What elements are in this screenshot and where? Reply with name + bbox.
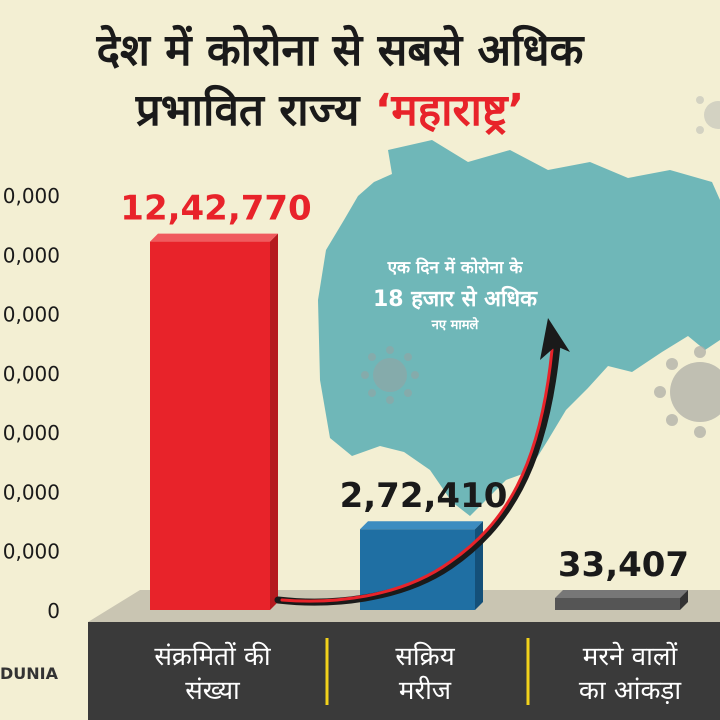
virus-icon <box>696 96 720 134</box>
y-tick-label: 0,000 <box>3 362 60 386</box>
bar-value-label: 33,407 <box>558 545 689 585</box>
bar <box>150 241 270 610</box>
bar-side <box>680 590 688 610</box>
bar-side <box>270 233 278 610</box>
category-label-line: संख्या <box>185 676 240 706</box>
chart-title-line1: देश में कोरोना से सबसे अधिक <box>96 25 584 76</box>
y-tick-label: 0,000 <box>3 480 60 504</box>
category-label-line: का आंकड़ा <box>578 676 682 706</box>
category-label: संक्रमितों की संख्या <box>115 640 310 708</box>
trend-arrow-highlight <box>280 348 554 603</box>
y-tick-label: 0,000 <box>3 243 60 267</box>
title-highlight: ‘महाराष्ट्र’ <box>374 85 525 136</box>
y-axis-ticks: 0 0,000 0,000 0,000 0,000 0,000 0,000 0,000 <box>3 184 60 623</box>
category-label-line: मरीज <box>398 676 452 706</box>
virus-icon <box>654 346 720 438</box>
category-label: मरने वालों का आंकड़ा <box>540 640 720 708</box>
bar-value-label: 12,42,770 <box>120 189 311 229</box>
bar-value-label: 2,72,410 <box>340 476 508 516</box>
y-tick-label: 0,000 <box>3 540 60 564</box>
title-prefix: प्रभावित राज्य <box>135 85 375 136</box>
y-tick-label: 0,000 <box>3 184 60 208</box>
y-tick-label: 0 <box>47 599 60 623</box>
bar-top <box>360 521 483 530</box>
bar-top <box>150 233 278 242</box>
category-label: सक्रिय मरीज <box>335 640 515 708</box>
bar-top <box>555 590 688 598</box>
bar <box>555 598 680 610</box>
category-band <box>88 622 720 720</box>
chart-title-line2: प्रभावित राज्य ‘महाराष्ट्र’ <box>0 78 690 138</box>
category-label-line: मरने वालों <box>582 642 678 672</box>
y-tick-label: 0,000 <box>3 421 60 445</box>
map-annotation-line1: एक दिन में कोरोना के <box>387 258 523 278</box>
arrow-head <box>540 318 570 360</box>
category-label-line: संक्रमितों की <box>154 642 271 672</box>
brand-logo: DUNIA <box>0 664 58 683</box>
y-tick-label: 0,000 <box>3 303 60 327</box>
map-annotation-line2: 18 हजार से अधिक <box>372 287 538 312</box>
map-annotation-line3: नए मामले <box>431 318 479 333</box>
virus-icon <box>361 346 419 404</box>
category-label-line: सक्रिय <box>395 642 455 672</box>
maharashtra-map <box>318 140 720 516</box>
